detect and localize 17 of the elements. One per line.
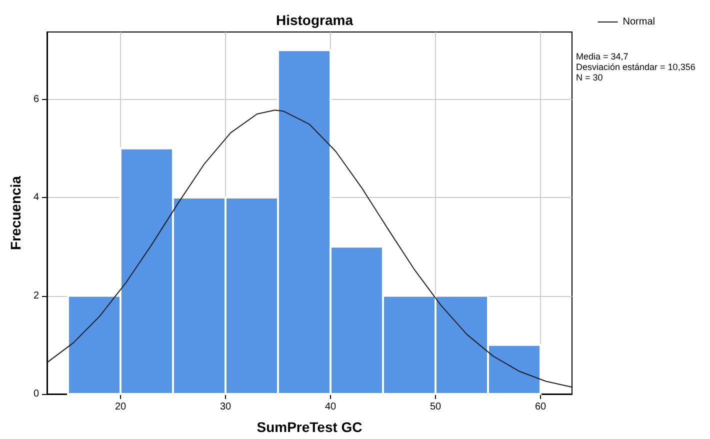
- y-tick-label: 2: [33, 290, 40, 302]
- line-series: [46, 110, 572, 388]
- x-tick-label: 60: [534, 402, 546, 412]
- x-tick-label: 50: [430, 402, 442, 412]
- y-tick-label: 6: [33, 94, 40, 105]
- text: Desviación estándar = 10,356: [576, 62, 696, 72]
- y-axis-title: Frecuencia: [8, 176, 24, 250]
- chart-title: Histograma: [276, 12, 354, 28]
- y-tick-label: 0: [33, 388, 40, 400]
- x-axis-title: SumPreTest GC: [256, 419, 362, 435]
- text: Media = 34,7: [576, 52, 628, 62]
- x-tick-label: 30: [220, 402, 232, 412]
- x-tick-label: 40: [324, 402, 336, 412]
- x-tick-label: 20: [114, 402, 126, 412]
- y-tick-label: 4: [33, 192, 40, 204]
- text: N = 30: [576, 72, 603, 82]
- legend-label: Normal: [622, 16, 656, 28]
